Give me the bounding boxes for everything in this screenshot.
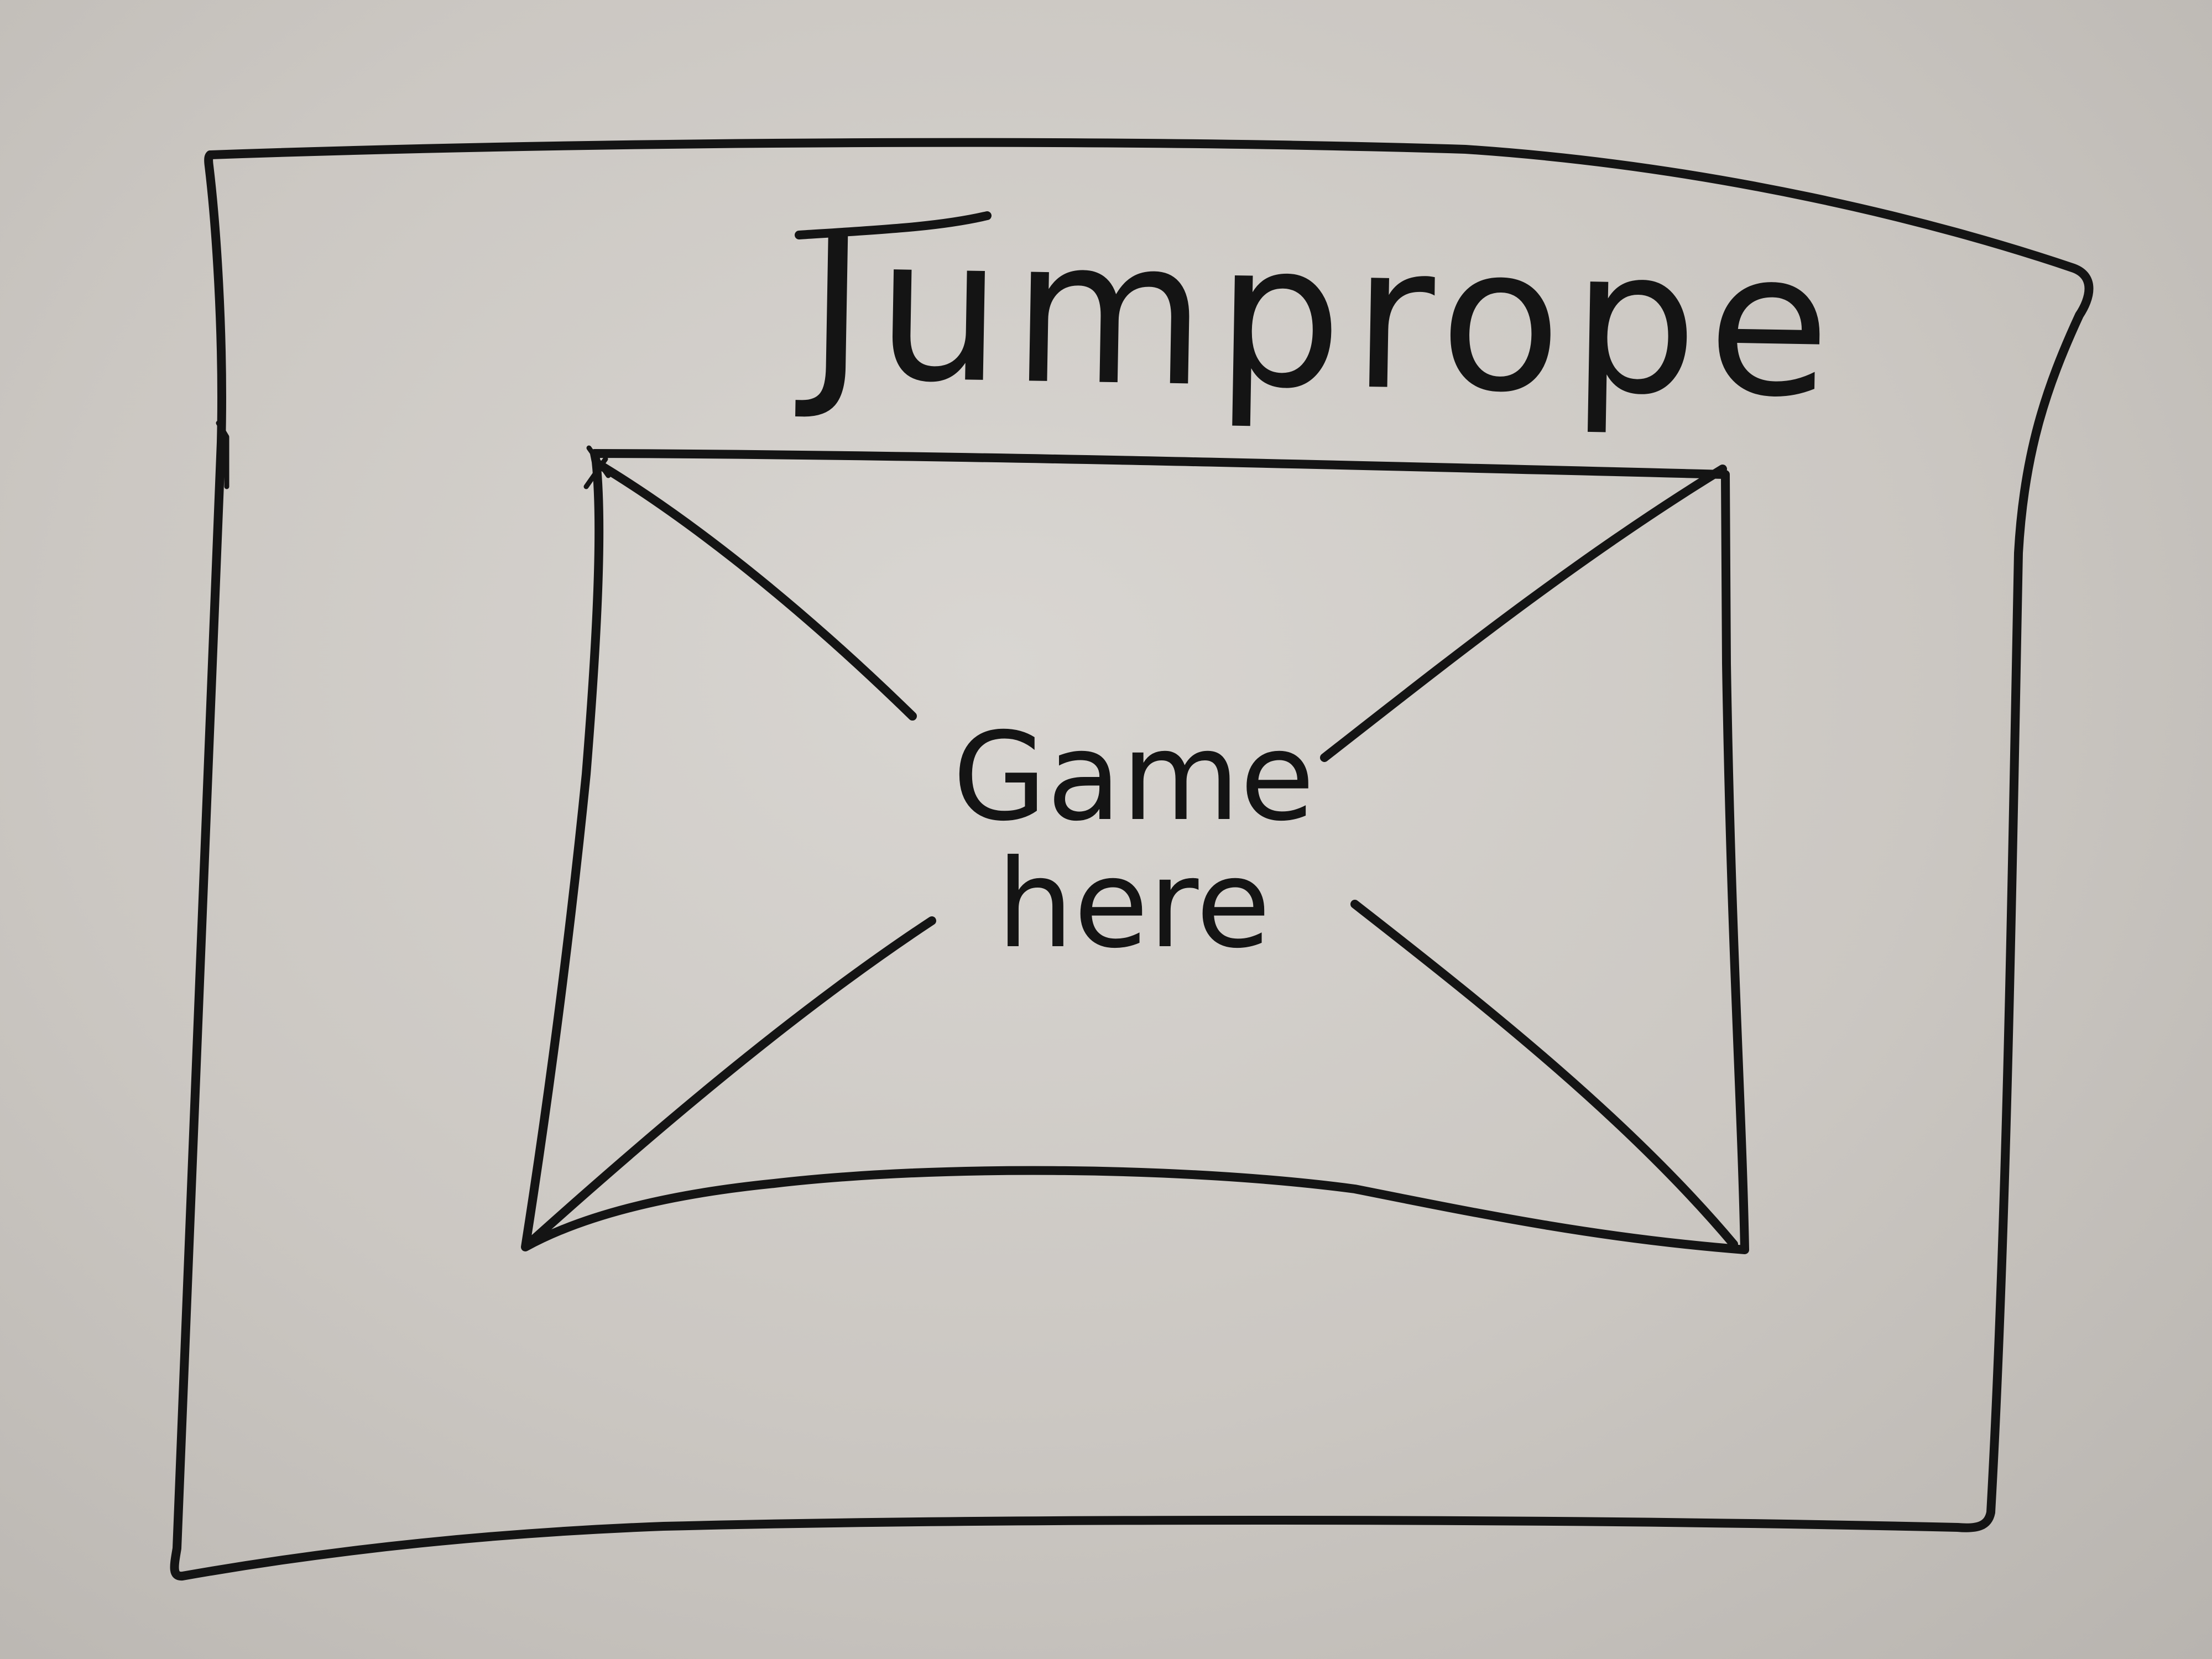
placeholder-diagonal-bottom-left	[524, 916, 936, 1249]
placeholder-diagonal-top-right	[1320, 465, 1727, 762]
placeholder-diagonal-bottom-right	[1350, 900, 1738, 1249]
game-area-box	[521, 449, 1749, 1254]
placeholder-diagonal-top-left	[593, 459, 917, 721]
game-placeholder-label-line2: here	[997, 833, 1271, 975]
outer-frame-tick	[216, 420, 229, 489]
title-crossbar	[795, 211, 992, 239]
game-placeholder-label: Game here	[940, 713, 1327, 968]
outer-frame	[170, 138, 2094, 1581]
app-title: Jumprope	[805, 192, 1843, 442]
game-placeholder-label-line1: Game	[952, 706, 1315, 848]
